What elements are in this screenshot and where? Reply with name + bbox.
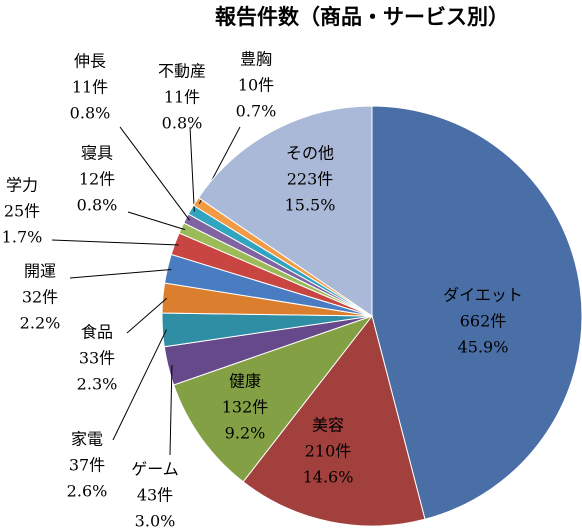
- slice-count: 33件: [79, 349, 115, 368]
- leader-line: [69, 268, 172, 279]
- leader-line: [127, 211, 186, 231]
- slice-label: ゲーム: [131, 460, 179, 479]
- slice-count: 25件: [4, 202, 40, 221]
- pie-slice: [173, 314, 374, 483]
- slice-percent: 0.8%: [162, 114, 203, 133]
- leader-line: [119, 126, 190, 221]
- slice-count: 11件: [72, 78, 108, 97]
- slice-label: ダイエット: [443, 286, 523, 305]
- slice-label: 食品: [81, 323, 113, 342]
- slice-percent: 2.3%: [77, 375, 118, 394]
- slice-label: 家電: [71, 430, 103, 449]
- slice-percent: 14.6%: [303, 468, 354, 487]
- slice-count: 37件: [69, 456, 105, 475]
- leader-line: [112, 329, 167, 441]
- slice-count: 10件: [238, 76, 274, 95]
- slice-percent: 0.7%: [236, 102, 277, 121]
- slice-percent: 1.7%: [2, 228, 43, 247]
- slice-percent: 15.5%: [285, 196, 336, 215]
- pie-slice: [242, 314, 426, 527]
- slice-label: 伸長: [74, 52, 106, 71]
- leader-line: [51, 239, 179, 246]
- slice-label: その他: [286, 144, 334, 163]
- leader-line: [169, 365, 173, 456]
- leader-line: [189, 126, 195, 212]
- slice-percent: 2.6%: [67, 482, 108, 501]
- slice-label: 健康: [229, 372, 261, 391]
- slice-count: 32件: [22, 288, 58, 307]
- slice-percent: 2.2%: [20, 314, 61, 333]
- slice-label: 寝具: [81, 144, 113, 163]
- slice-percent: 9.2%: [225, 424, 266, 443]
- slice-percent: 0.8%: [77, 196, 118, 215]
- slice-count: 11件: [164, 88, 200, 107]
- slice-percent: 3.0%: [135, 512, 176, 531]
- chart-title: 報告件数（商品・サービス別）: [215, 5, 509, 29]
- slice-label: 不動産: [158, 62, 206, 81]
- slice-count: 210件: [305, 442, 352, 461]
- pie-slice: [197, 105, 373, 317]
- slice-count: 43件: [137, 486, 173, 505]
- slice-count: 132件: [222, 398, 269, 417]
- slice-percent: 0.8%: [70, 104, 111, 123]
- slice-label: 開運: [24, 262, 56, 281]
- slice-label: 豊胸: [240, 50, 272, 69]
- slice-percent: 45.9%: [458, 338, 509, 357]
- leader-line: [126, 297, 168, 334]
- slice-label: 美容: [312, 416, 344, 435]
- slice-count: 662件: [460, 312, 507, 331]
- slice-label: 学力: [6, 176, 38, 195]
- pie-slice: [371, 105, 582, 520]
- slice-count: 12件: [79, 170, 115, 189]
- slice-count: 223件: [287, 170, 334, 189]
